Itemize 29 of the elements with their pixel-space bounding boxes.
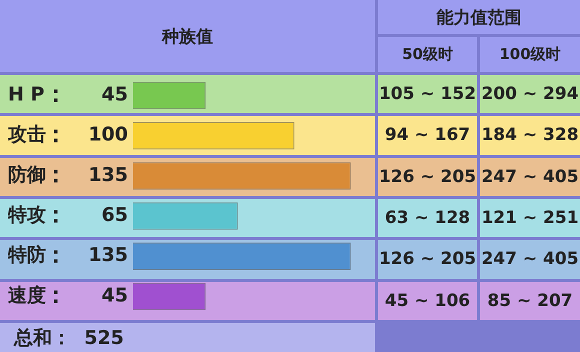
text: 121 ~ 251 xyxy=(480,199,580,238)
text: 247 ~ 405 xyxy=(480,240,580,279)
text: 50级时 xyxy=(378,37,477,72)
y-tick-label: 特攻 xyxy=(7,204,46,226)
y-tick-label: 速度 xyxy=(8,284,46,306)
text: 100级时 xyxy=(480,37,580,72)
y-tick-label: H P xyxy=(8,83,45,106)
text: 105 ~ 152 xyxy=(378,75,477,114)
text: 94 ~ 167 xyxy=(378,116,477,155)
text: 126 ~ 205 xyxy=(378,158,477,196)
data-label: 135 xyxy=(88,164,128,186)
text: 85 ~ 207 xyxy=(480,282,580,320)
text: 184 ~ 328 xyxy=(480,116,580,155)
data-label: 65 xyxy=(102,204,128,226)
data-label: 135 xyxy=(88,244,128,266)
data-label: 45 xyxy=(102,284,128,306)
data-label: 100 xyxy=(88,124,128,146)
text: 总和： 525 xyxy=(0,323,375,352)
y-tick-label: 特防 xyxy=(7,244,46,266)
data-label: 45 xyxy=(102,83,128,106)
text: 200 ~ 294 xyxy=(480,75,580,114)
text: 63 ~ 128 xyxy=(378,199,477,238)
text: 247 ~ 405 xyxy=(480,158,580,196)
y-tick-label: 防御 xyxy=(8,164,46,186)
text: 种族值 xyxy=(0,0,375,72)
text: 126 ~ 205 xyxy=(378,240,477,279)
text: 45 ~ 106 xyxy=(378,282,477,320)
y-tick-label: 攻击 xyxy=(7,124,46,146)
text: 能力值范围 xyxy=(378,0,580,34)
